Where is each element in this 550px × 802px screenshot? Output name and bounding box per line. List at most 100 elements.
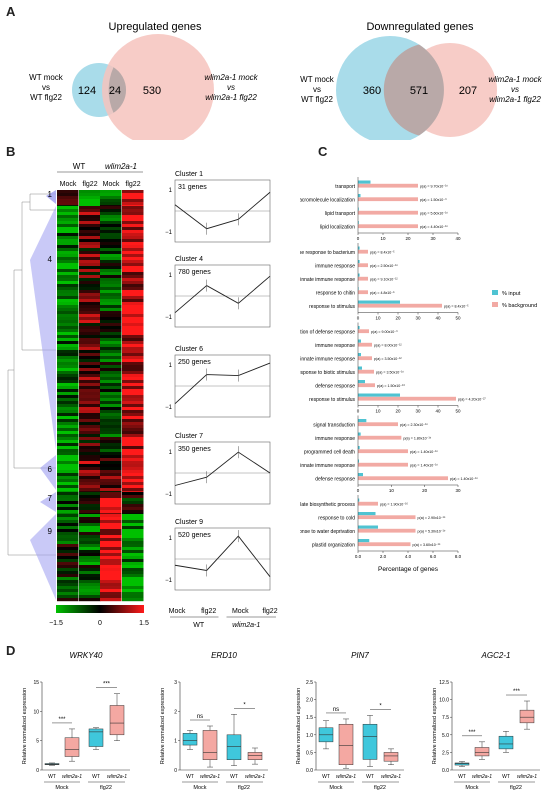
go-term-label: innate immune response bbox=[300, 277, 355, 283]
heatmap-cell bbox=[100, 293, 122, 297]
heatmap-cell bbox=[122, 434, 144, 438]
heatmap-cell bbox=[100, 368, 122, 372]
venn-up-right-count: 530 bbox=[143, 85, 161, 97]
heatmap-cell bbox=[57, 335, 79, 339]
heatmap-cell bbox=[100, 332, 122, 336]
heatmap-cell bbox=[79, 488, 101, 492]
go-term-label: defense response bbox=[315, 477, 355, 483]
heatmap-col-4: flg22 bbox=[125, 181, 140, 188]
cluster-label-7: 7 bbox=[48, 494, 53, 503]
heatmap-cell bbox=[100, 495, 122, 499]
go-p-value: p(a) = 1.50x10⁻⁹ bbox=[420, 198, 447, 202]
heatmap-cell bbox=[79, 344, 101, 348]
heatmap-cell bbox=[57, 434, 79, 438]
heatmap-cell bbox=[122, 568, 144, 572]
heatmap-cell bbox=[100, 245, 122, 249]
heatmap-cell bbox=[57, 350, 79, 354]
heatmap-cell bbox=[100, 431, 122, 435]
heatmap-cell bbox=[100, 504, 122, 508]
heatmap-cell bbox=[122, 275, 144, 279]
heatmap-cell bbox=[57, 392, 79, 396]
go-x-axis-title: Percentage of genes bbox=[378, 566, 439, 573]
heatmap-cell bbox=[79, 589, 101, 593]
heatmap-cell bbox=[79, 302, 101, 306]
sig-label: *** bbox=[468, 730, 476, 736]
go-x-tick: 4.0 bbox=[405, 554, 412, 559]
heatmap-cell bbox=[57, 541, 79, 545]
heatmap-cell bbox=[122, 284, 144, 288]
heatmap-cell bbox=[79, 535, 101, 539]
heatmap-cell bbox=[79, 377, 101, 381]
heatmap-cell bbox=[57, 383, 79, 387]
heatmap-cell bbox=[79, 595, 101, 599]
heatmap-cell bbox=[100, 317, 122, 321]
heatmap-cell bbox=[57, 278, 79, 282]
heatmap-cell bbox=[100, 589, 122, 593]
heatmap-cell bbox=[57, 386, 79, 390]
heatmap-cell bbox=[57, 440, 79, 444]
heatmap-cell bbox=[100, 233, 122, 237]
boxplot-y-tick: 0.5 bbox=[306, 750, 313, 756]
venn-down-overlap bbox=[383, 44, 444, 136]
go-bar-background bbox=[358, 396, 456, 401]
go-x-tick: 10 bbox=[375, 409, 381, 414]
heatmap-cell bbox=[79, 413, 101, 417]
heatmap-cell bbox=[57, 547, 79, 551]
heatmap-cell bbox=[79, 317, 101, 321]
heatmap-cell bbox=[57, 202, 79, 206]
heatmap-cell bbox=[100, 299, 122, 303]
boxplot-group-mock: Mock bbox=[193, 785, 206, 791]
heatmap-cell bbox=[57, 476, 79, 480]
heatmap-cell bbox=[57, 365, 79, 369]
heatmap-cell bbox=[57, 504, 79, 508]
heatmap-cell bbox=[79, 467, 101, 471]
boxplot-y-tick: 15 bbox=[33, 680, 39, 686]
heatmap-cell bbox=[122, 501, 144, 505]
heatmap-cell bbox=[100, 392, 122, 396]
heatmap-cell bbox=[100, 446, 122, 450]
heatmap-cell bbox=[79, 196, 101, 200]
profile-x-label: Mock bbox=[169, 608, 186, 615]
heatmap-cell bbox=[79, 359, 101, 363]
heatmap-cell bbox=[100, 565, 122, 569]
heatmap-cell bbox=[57, 452, 79, 456]
heatmap-cell bbox=[122, 473, 144, 477]
heatmap-cell bbox=[122, 476, 144, 480]
heatmap-cell bbox=[57, 562, 79, 566]
heatmap-cell bbox=[57, 395, 79, 399]
heatmap-cell bbox=[122, 510, 144, 514]
heatmap-cell bbox=[100, 196, 122, 200]
heatmap-cell bbox=[57, 227, 79, 231]
go-p-value: p(a) = 8.4x10⁻⁵ bbox=[444, 305, 469, 309]
heatmap-cell bbox=[57, 437, 79, 441]
heatmap-cell bbox=[122, 209, 144, 213]
heatmap-cell bbox=[79, 251, 101, 255]
boxplot-y-tick: 2.0 bbox=[306, 698, 313, 704]
venn-up-overlap bbox=[108, 67, 127, 113]
heatmap-cell bbox=[79, 461, 101, 465]
venn-up-right-label-3: wlim2a-1 flg22 bbox=[205, 93, 257, 102]
heatmap-cell bbox=[57, 209, 79, 213]
heatmap-cell bbox=[122, 380, 144, 384]
cluster-title: Cluster 9 bbox=[175, 519, 203, 526]
heatmap-cell bbox=[79, 464, 101, 468]
heatmap-cell bbox=[79, 193, 101, 197]
heatmap-cell bbox=[100, 559, 122, 563]
heatmap-cell bbox=[100, 501, 122, 505]
heatmap-cell bbox=[100, 371, 122, 375]
heatmap-cell bbox=[122, 556, 144, 560]
heatmap-cell bbox=[122, 329, 144, 333]
heatmap-cell bbox=[79, 559, 101, 563]
boxplot-box bbox=[226, 734, 242, 760]
heatmap-cell bbox=[122, 368, 144, 372]
heatmap-cell bbox=[57, 428, 79, 432]
heatmap-cell bbox=[79, 341, 101, 345]
heatmap-cell bbox=[122, 199, 144, 203]
go-p-value: p(a) = 2.90x10⁻¹⁰ bbox=[418, 516, 446, 520]
go-bar-background bbox=[358, 462, 408, 467]
go-bar-background bbox=[358, 542, 411, 547]
heatmap-cell bbox=[122, 495, 144, 499]
boxplot-box bbox=[247, 752, 263, 760]
go-x-tick: 20 bbox=[395, 409, 401, 414]
go-bar-background bbox=[358, 515, 416, 520]
